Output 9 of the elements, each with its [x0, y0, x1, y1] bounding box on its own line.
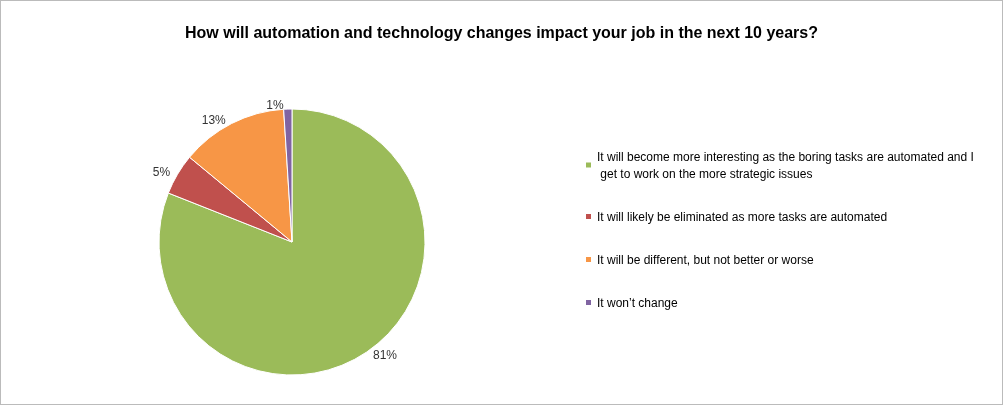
legend-label: It will become more interesting as the boring tasks are automated and I get to work on the more strategic issues: [597, 149, 974, 181]
legend-label: It won’t change: [597, 295, 679, 310]
data-label: 5%: [152, 165, 171, 180]
chart-title: How will automation and technology changes impact your job in the next 10 years?: [185, 23, 818, 41]
data-label: 1%: [266, 98, 285, 113]
legend-label: It will likely be eliminated as more tasks are automated: [597, 209, 888, 224]
data-label: 81%: [373, 348, 398, 363]
legend-label: It will be different, but not better or worse: [597, 252, 814, 267]
data-label: 13%: [201, 112, 227, 127]
